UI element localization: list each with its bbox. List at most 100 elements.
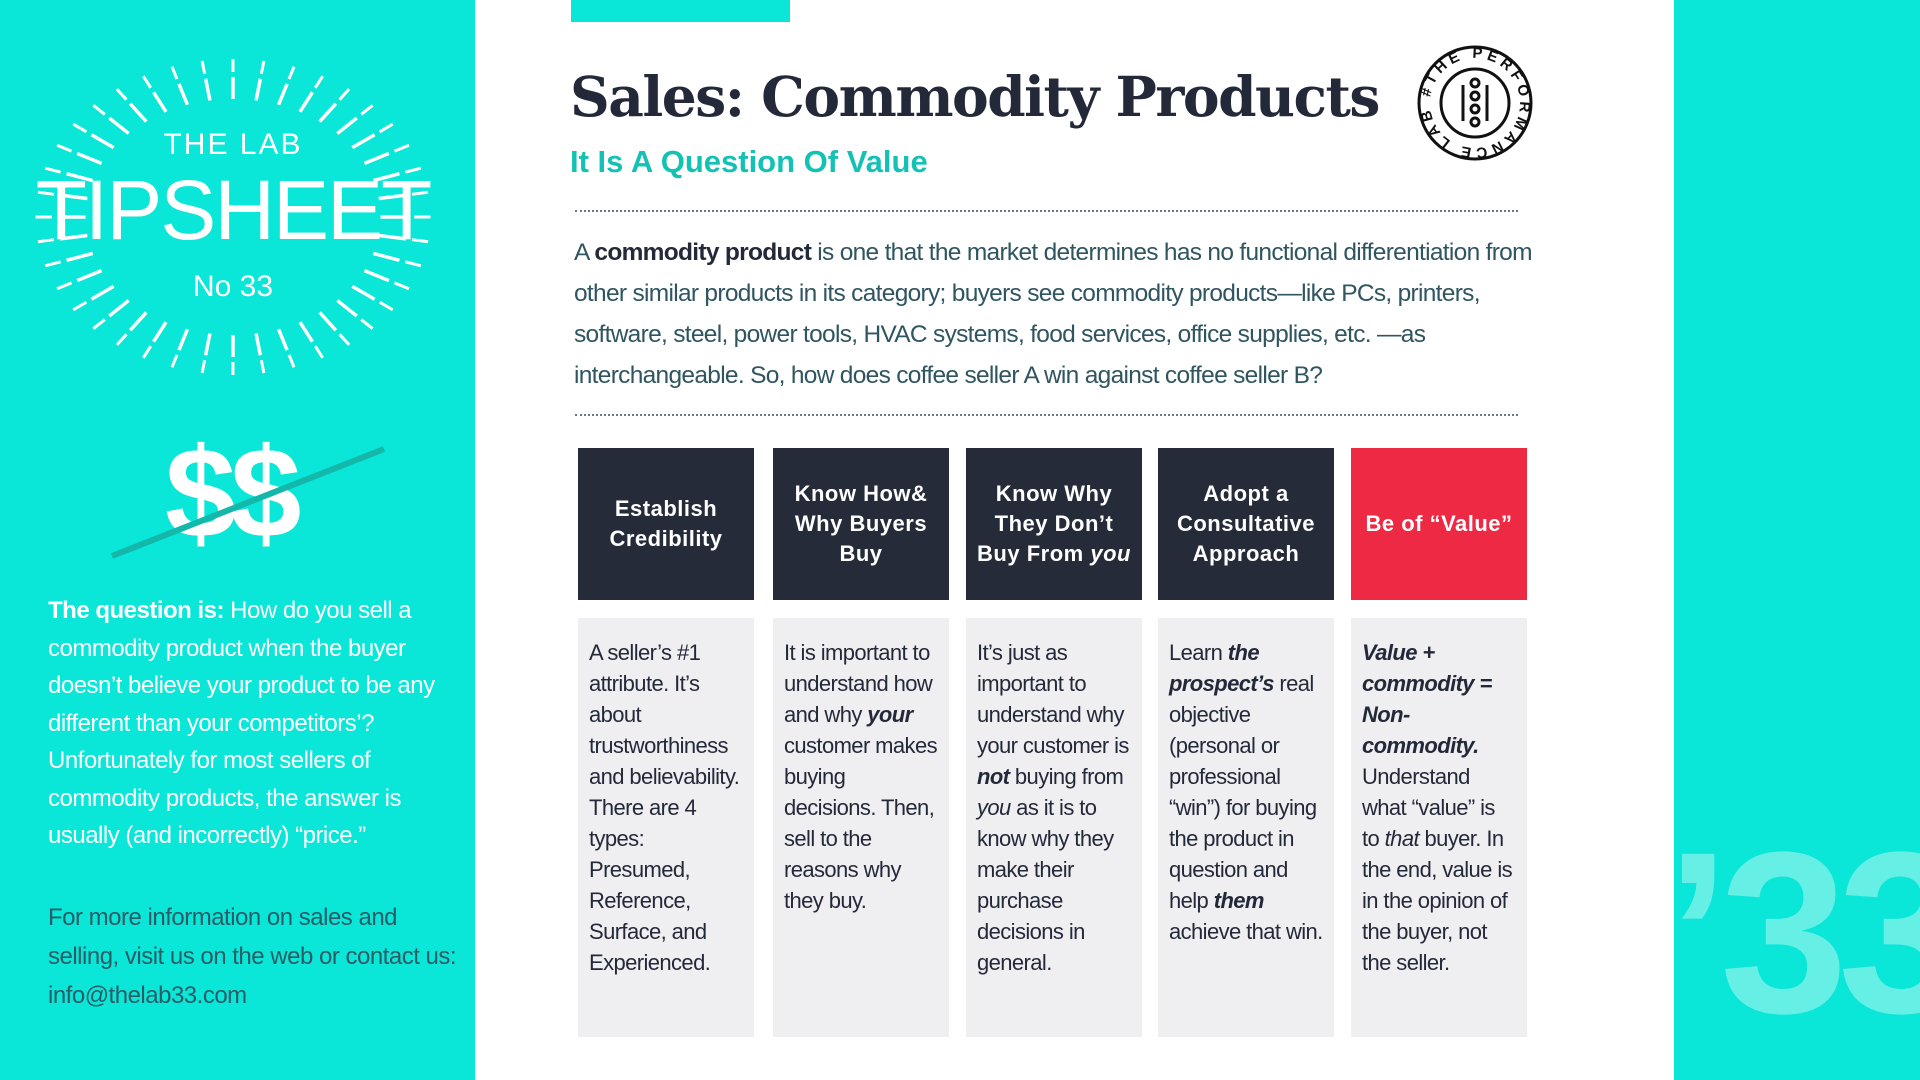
issue-number: No 33: [192, 270, 274, 303]
ray: [90, 133, 115, 150]
ray: [298, 321, 314, 343]
page-title: Sales: Commodity Products: [570, 64, 1380, 129]
strike-through-line: [110, 446, 386, 559]
ray: [56, 143, 73, 153]
question-lead: The question is:: [48, 597, 225, 624]
ray: [128, 311, 148, 332]
ray: [108, 299, 130, 318]
divider: [575, 414, 1518, 416]
ray: [351, 284, 376, 301]
ray: [72, 300, 88, 312]
logo-the-lab: THE LAB: [163, 128, 303, 161]
ray: [336, 116, 358, 135]
ray: [170, 66, 179, 80]
ray: [66, 251, 94, 262]
card-header: Be of “Value”: [1351, 448, 1527, 600]
ray: [108, 116, 130, 135]
card-text: your: [867, 702, 913, 727]
ray: [318, 102, 338, 123]
ray: [142, 75, 152, 89]
ray: [393, 143, 410, 153]
ray: [363, 151, 390, 166]
ray: [378, 233, 407, 241]
card-header: Adopt a Consultative Approach: [1158, 448, 1334, 600]
logo-tipsheet: TIPSHEET: [35, 163, 433, 257]
card-text: real objective (personal or professional…: [1169, 671, 1317, 913]
ray: [360, 318, 374, 330]
card-text: as it is to know why they make their pur…: [977, 795, 1114, 975]
contact-text: For more information on sales and sellin…: [48, 904, 457, 1009]
card-text: A seller’s #1 attribute. It’s about trus…: [589, 640, 740, 975]
card-text: It is important to understand how and wh…: [784, 640, 933, 727]
ray: [372, 251, 400, 262]
ray: [314, 75, 324, 89]
ray: [203, 333, 212, 356]
ray: [56, 281, 73, 291]
ray: [378, 193, 407, 201]
ray: [76, 268, 103, 283]
ray: [338, 333, 351, 346]
ray: [338, 88, 351, 101]
ray: [115, 333, 128, 346]
ray: [72, 122, 88, 134]
left-panel: THE LAB TIPSHEET No 33 $$ The question i…: [0, 0, 475, 1080]
ray: [37, 190, 55, 196]
card-text: Value + commodity = Non-commodity.: [1362, 640, 1492, 758]
intro-post: is one that the market determines has no…: [574, 239, 1533, 389]
card-title: Know How& Why Buyers Buy: [794, 481, 928, 566]
ray: [177, 83, 190, 106]
ray: [44, 260, 61, 268]
card-text: buyer. In the end, value is in the opini…: [1362, 826, 1513, 975]
card-body: A seller’s #1 attribute. It’s about trus…: [578, 618, 754, 1037]
ray: [411, 190, 429, 196]
ray: [259, 60, 266, 75]
ray: [44, 166, 61, 174]
ray: [405, 166, 422, 174]
ray: [372, 172, 400, 183]
ray: [37, 238, 55, 244]
ray: [177, 328, 190, 351]
question-body: How do you sell a commodity product when…: [48, 597, 435, 849]
card-title: Establish Credibility: [609, 496, 723, 551]
card-text: buying from: [1009, 764, 1124, 789]
ray: [259, 359, 266, 374]
card-body: Learn the prospect’s real objective (per…: [1158, 618, 1334, 1037]
card-title: Be of “Value”: [1365, 511, 1513, 536]
ray: [76, 151, 103, 166]
ray: [393, 281, 410, 291]
right-panel: ’33: [1674, 0, 1920, 1080]
ray: [254, 333, 263, 356]
ray: [170, 354, 179, 368]
intro-paragraph: A commodity product is one that the mark…: [574, 232, 1574, 396]
card-body: It’s just as important to understand why…: [966, 618, 1142, 1037]
ray: [200, 359, 207, 374]
ray: [66, 172, 94, 183]
intro-pre: A: [574, 239, 595, 266]
ray: [411, 238, 429, 244]
card-text: customer makes buying decisions. Then, s…: [784, 733, 938, 913]
card-text: not: [977, 764, 1010, 789]
card-text: them: [1213, 888, 1265, 913]
starburst-icon: [35, 59, 431, 375]
ray: [287, 354, 296, 368]
card-text: Understand what “value” is to: [1362, 764, 1495, 851]
card-text: It’s just as important to understand why…: [977, 640, 1129, 758]
card-text: the prospect’s: [1169, 640, 1274, 696]
card-body: It is important to understand how and wh…: [773, 618, 949, 1037]
accent-bar: [571, 0, 790, 22]
ray: [59, 193, 88, 201]
ray: [92, 318, 106, 330]
corner-number: ’33: [1674, 804, 1920, 1061]
ray: [142, 345, 152, 359]
ray: [203, 78, 212, 101]
ray: [378, 300, 394, 312]
ray: [90, 284, 115, 301]
ray: [152, 91, 168, 113]
ray: [298, 91, 314, 113]
performance-lab-badge-icon: #THE PERFORMANCE LAB: [1417, 45, 1533, 161]
ray: [336, 299, 358, 318]
intro-bold: commodity product: [594, 239, 812, 266]
ray: [152, 321, 168, 343]
question-text: The question is: How do you sell a commo…: [48, 592, 458, 855]
card-body: Value + commodity = Non-commodity. Under…: [1351, 618, 1527, 1037]
